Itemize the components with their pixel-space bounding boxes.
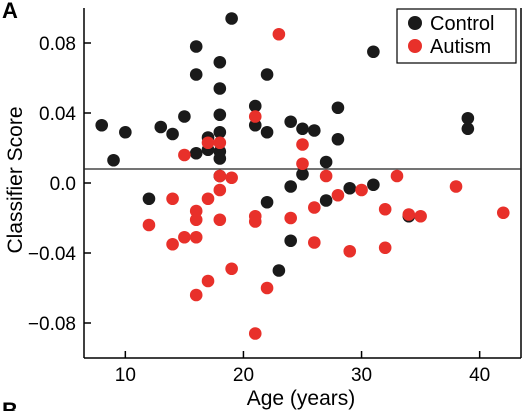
- control-point: [296, 122, 309, 136]
- autism-point: [343, 244, 357, 258]
- panel-label-b: B: [2, 398, 18, 411]
- control-point: [189, 40, 203, 53]
- control-point: [343, 181, 357, 195]
- control-point: [225, 12, 238, 25]
- autism-point: [378, 202, 392, 216]
- control-point: [142, 192, 156, 206]
- y-axis-ticks: −0.08 −0.04 0.0 0.04 0.08: [28, 34, 91, 335]
- control-point: [461, 122, 475, 136]
- autism-point: [189, 230, 203, 244]
- control-point: [213, 82, 227, 95]
- control-point: [119, 125, 132, 139]
- autism-point: [213, 169, 227, 183]
- autism-point: [319, 169, 333, 183]
- autism-point: [225, 262, 238, 276]
- control-point: [308, 124, 321, 137]
- autism-point: [449, 180, 463, 193]
- control-point: [248, 118, 262, 132]
- x-tick-label: 30: [351, 365, 372, 386]
- control-point: [367, 178, 380, 192]
- autism-point: [496, 206, 510, 220]
- control-point: [331, 101, 345, 115]
- control-point: [296, 167, 309, 181]
- control-point: [213, 125, 227, 139]
- autism-point: [331, 188, 345, 202]
- x-tick-label: 40: [469, 365, 490, 386]
- autism-point: [414, 209, 427, 223]
- autism-point: [178, 148, 191, 162]
- autism-point: [402, 208, 416, 221]
- legend-label-autism: Autism: [430, 36, 491, 58]
- control-point: [319, 155, 333, 169]
- autism-point: [260, 281, 274, 295]
- control-point: [461, 111, 475, 125]
- control-point: [319, 194, 333, 207]
- autism-point: [225, 171, 238, 185]
- y-tick-label: −0.04: [28, 244, 77, 265]
- y-axis-title: Classifier Score: [4, 106, 27, 253]
- autism-point: [355, 183, 368, 197]
- autism-point: [248, 110, 262, 123]
- autism-point: [213, 183, 227, 197]
- autism-point: [308, 201, 321, 214]
- autism-point: [166, 192, 179, 206]
- autism-point: [248, 215, 262, 228]
- control-point: [213, 55, 227, 69]
- control-point: [154, 120, 168, 134]
- control-point: [284, 115, 297, 129]
- autism-point: [201, 274, 215, 288]
- x-tick-label: 10: [115, 365, 136, 386]
- control-point: [260, 68, 274, 81]
- control-point: [284, 234, 297, 248]
- autism-point: [284, 211, 297, 225]
- x-axis-title: Age (years): [247, 387, 356, 410]
- autism-point: [213, 213, 227, 227]
- autism-point: [272, 27, 286, 41]
- control-point: [284, 180, 297, 193]
- control-point: [260, 195, 274, 209]
- autism-point: [213, 136, 227, 150]
- data-points: [95, 12, 510, 340]
- control-point: [213, 152, 227, 165]
- panel-label-a: A: [2, 0, 18, 23]
- legend-marker-autism: [408, 39, 422, 53]
- control-point: [272, 264, 286, 277]
- autism-point: [142, 218, 156, 232]
- x-axis-ticks: 10 20 30 40: [115, 351, 490, 386]
- autism-point: [189, 288, 203, 302]
- control-point: [107, 153, 120, 167]
- autism-point: [248, 327, 262, 340]
- autism-point: [201, 136, 215, 150]
- autism-point: [166, 237, 179, 251]
- y-tick-label: 0.04: [39, 104, 76, 125]
- y-tick-label: 0.08: [39, 34, 76, 55]
- legend-marker-control: [408, 16, 422, 30]
- control-point: [260, 125, 274, 139]
- legend-label-control: Control: [430, 13, 494, 35]
- x-tick-label: 20: [233, 365, 254, 386]
- autism-point: [189, 213, 203, 227]
- control-point: [95, 118, 109, 132]
- autism-point: [308, 236, 321, 249]
- control-point: [178, 110, 191, 123]
- autism-point: [189, 204, 203, 218]
- autism-point: [378, 241, 392, 255]
- control-point: [331, 132, 345, 146]
- control-point: [189, 146, 203, 160]
- autism-point: [178, 230, 191, 244]
- control-point: [166, 127, 179, 141]
- autism-point: [296, 157, 309, 171]
- y-tick-label: 0.0: [50, 174, 76, 195]
- autism-point: [390, 169, 404, 183]
- autism-point: [296, 138, 309, 151]
- autism-point: [201, 192, 215, 206]
- y-tick-label: −0.08: [28, 314, 76, 335]
- control-point: [189, 68, 203, 81]
- control-point: [367, 45, 380, 59]
- control-point: [213, 108, 227, 122]
- control-point: [248, 99, 262, 113]
